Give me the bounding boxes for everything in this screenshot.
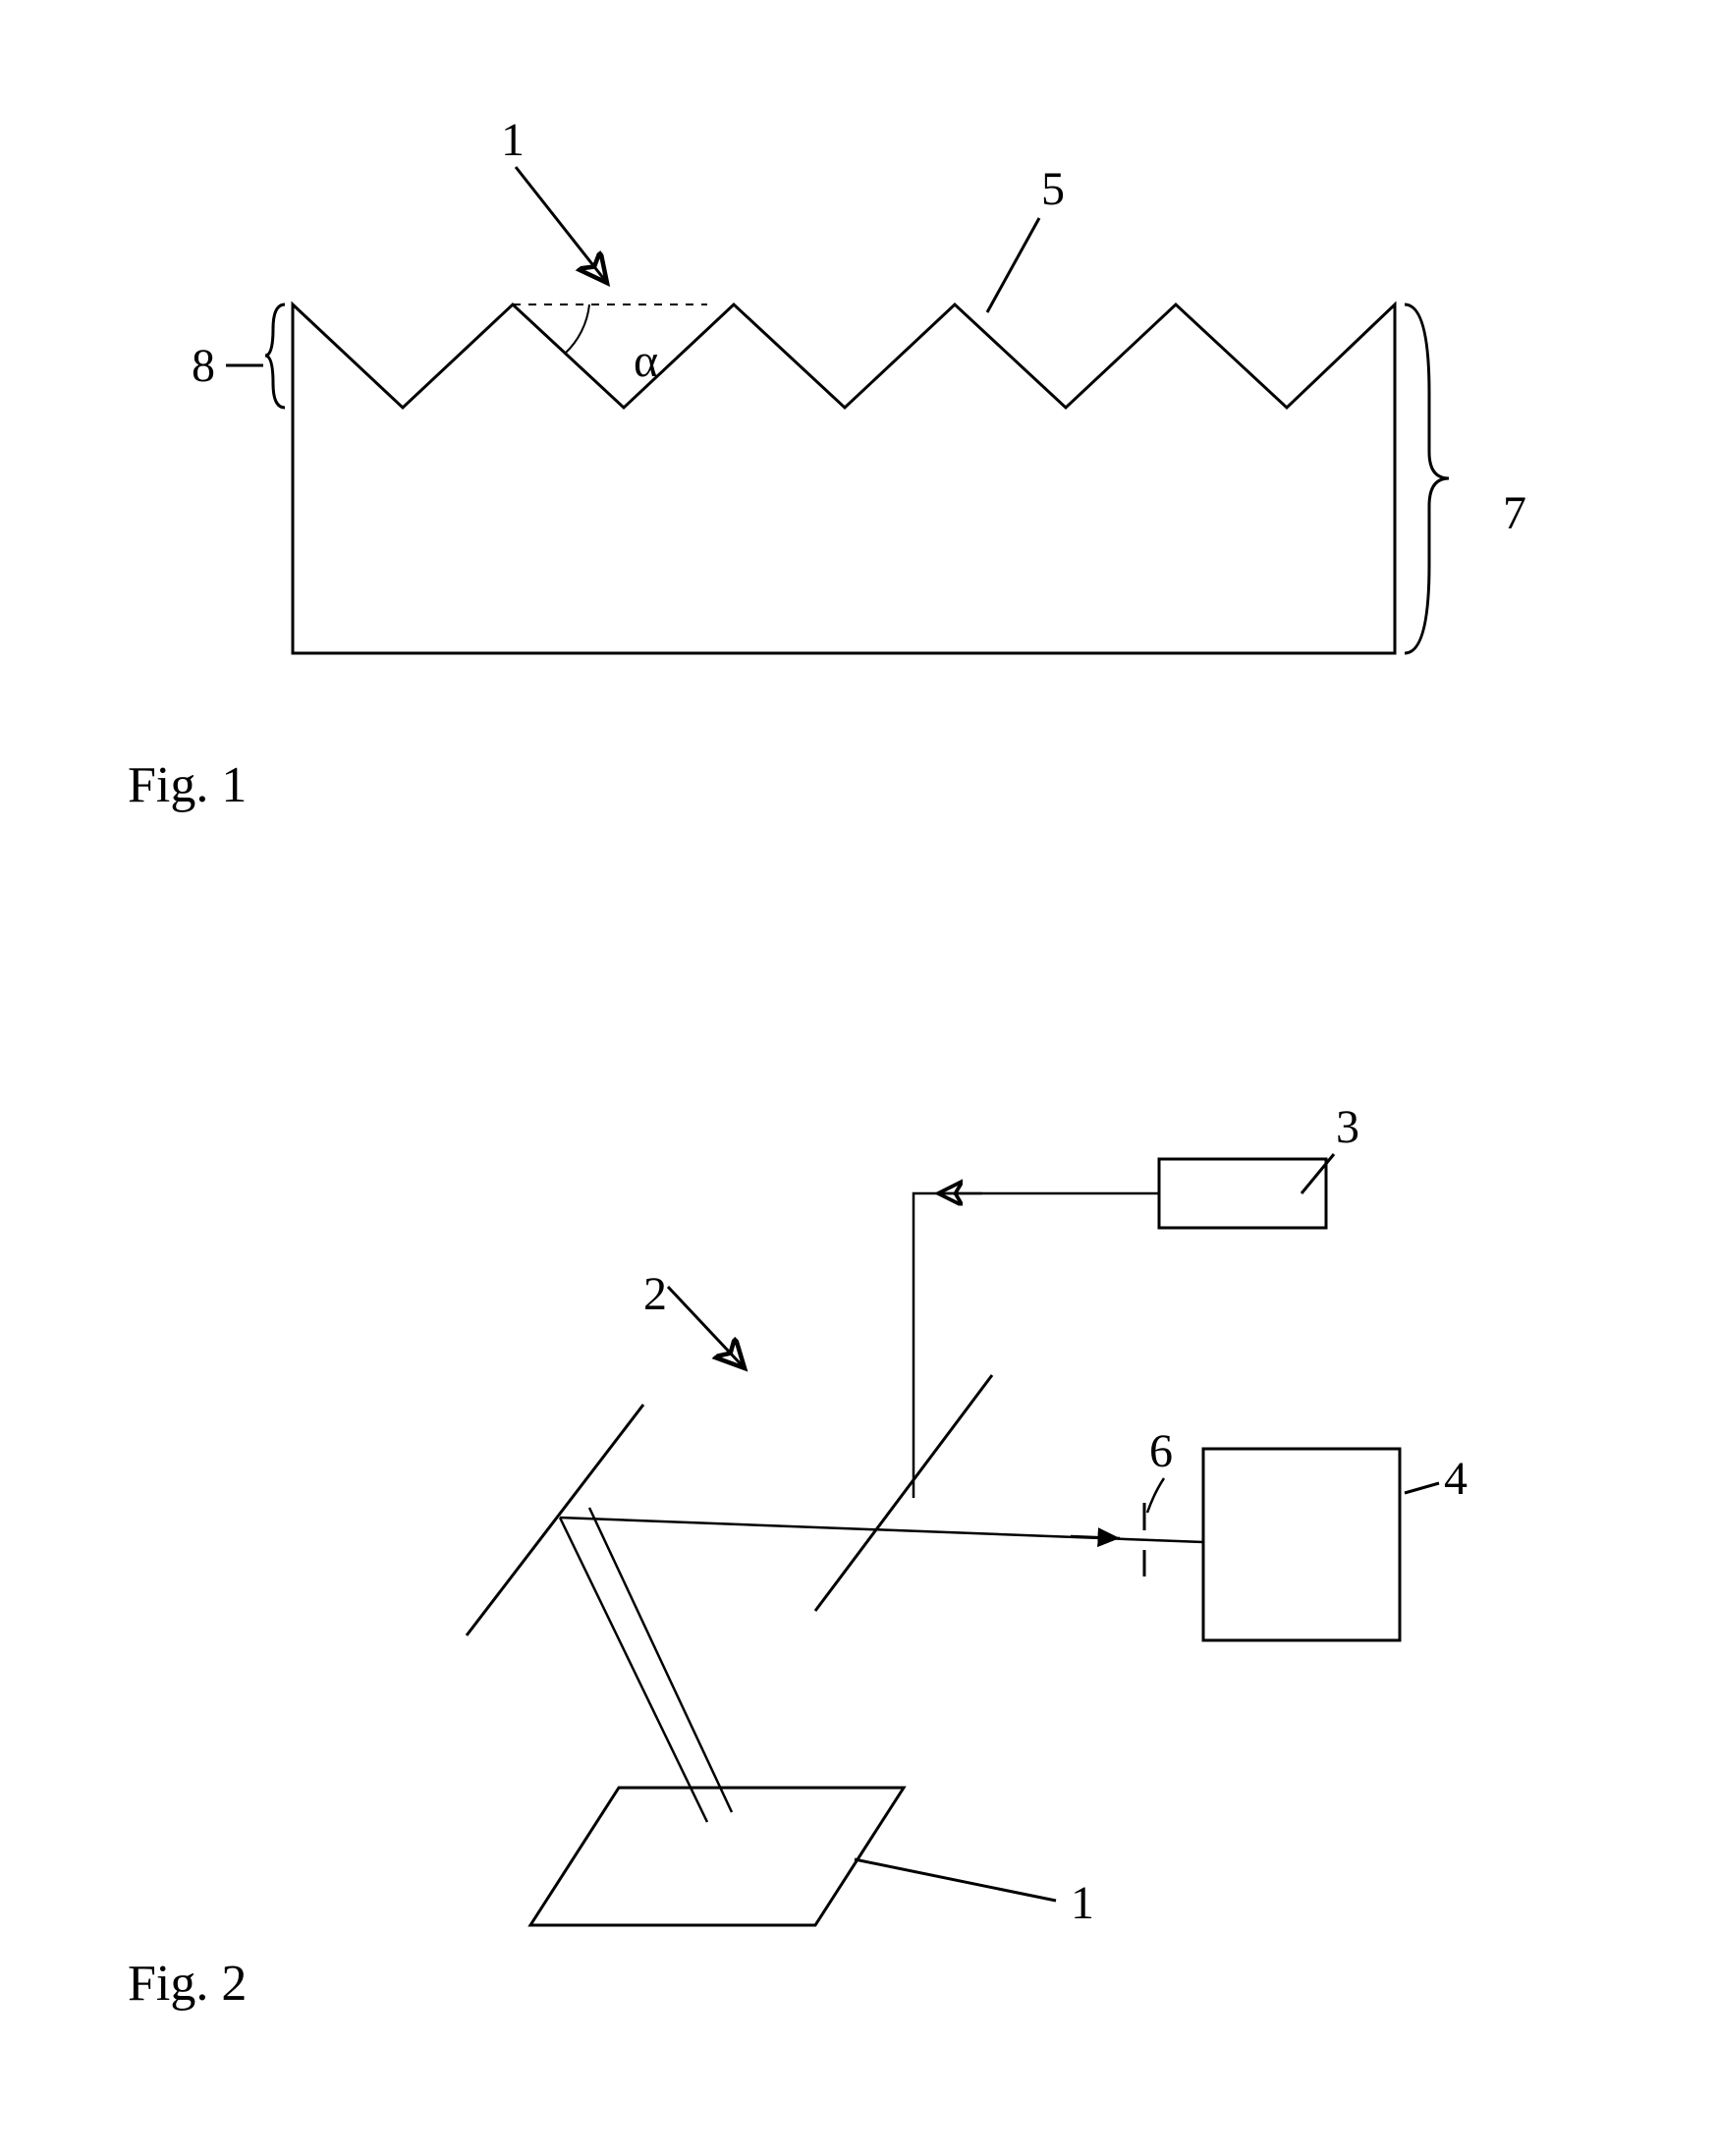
beam-from-3	[914, 1193, 1159, 1498]
line-5-leader	[987, 218, 1039, 312]
line-4-leader	[1405, 1483, 1439, 1493]
brace-7	[1405, 304, 1449, 653]
mirror-right	[815, 1375, 992, 1611]
arrow-1-leader	[516, 167, 607, 283]
line-1-leader	[855, 1859, 1056, 1901]
diagram-svg	[0, 0, 1717, 2156]
alpha-arc	[565, 304, 589, 354]
arrow-2-leader	[668, 1287, 745, 1368]
figure-2	[467, 1154, 1439, 1925]
sawtooth-profile	[293, 304, 1395, 653]
figure-1	[226, 167, 1449, 653]
box-3	[1159, 1159, 1326, 1228]
sample-parallelogram	[530, 1788, 904, 1925]
box-4	[1203, 1449, 1400, 1640]
beam-down-left	[560, 1518, 707, 1822]
brace-8	[265, 304, 285, 408]
line-6-leader	[1147, 1478, 1164, 1513]
beam-down-right	[589, 1508, 732, 1812]
